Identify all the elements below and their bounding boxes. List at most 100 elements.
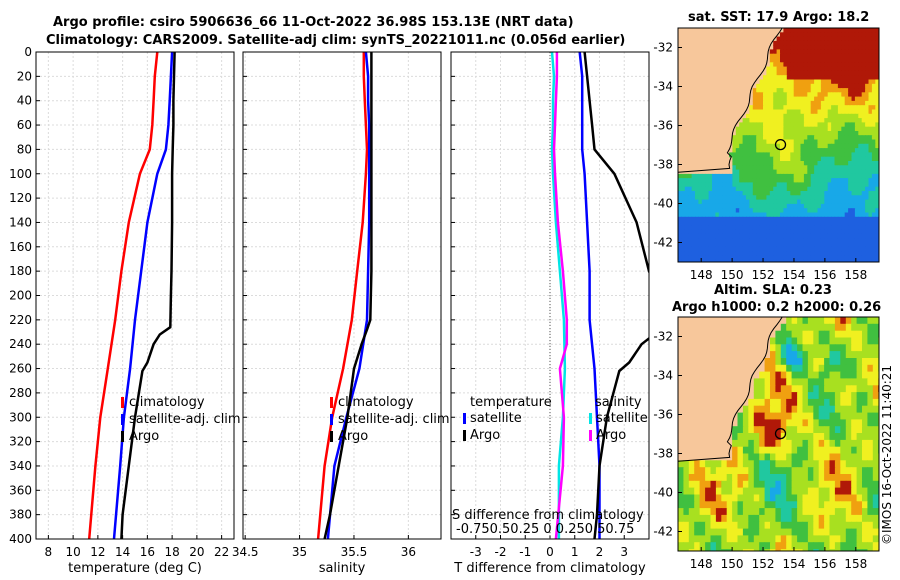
sst_map-cell (793, 242, 798, 248)
sst_map-cell (681, 242, 686, 248)
sst_map-cell (739, 173, 744, 179)
sst_map-panel: 148 150 152 154 156 158-32-34-36-38-40-42 (653, 27, 880, 282)
sla_map-cell (818, 412, 825, 420)
sla_map-cell (834, 528, 841, 536)
sla_map-cell (732, 426, 739, 434)
sst_map-cell (752, 135, 757, 141)
sst_map-cell (793, 118, 798, 123)
sst_map-cell (752, 161, 757, 166)
sst_map-cell (749, 131, 754, 136)
sla_map-cell (742, 419, 749, 427)
sst_map-cell (803, 173, 808, 179)
sst_map-cell (766, 156, 771, 162)
sst_map-cell (773, 156, 778, 162)
sst_map-cell (783, 40, 788, 46)
sst_map-cell (831, 173, 836, 179)
sla_map-cell (856, 514, 863, 523)
sst_map-cell (797, 203, 802, 209)
sst_map-cell (844, 92, 849, 98)
sla_map-cell (797, 487, 804, 495)
sst_map-cell (841, 242, 846, 248)
sst_map-cell (769, 122, 774, 128)
sst_map-cell (735, 216, 740, 222)
sst_map-cell (848, 208, 853, 214)
sst_map-cell (729, 229, 733, 235)
sst_map-cell (732, 165, 737, 171)
depth-tick-label: 200 (9, 289, 32, 303)
sst_map-cell (858, 225, 863, 231)
depth-tick-label: 260 (9, 362, 32, 376)
sst_map-cell (803, 233, 808, 239)
sst_map-cell (824, 229, 829, 235)
sst_map-cell (691, 203, 696, 209)
difference-xtick-label: -2 (495, 545, 507, 559)
sst_map-cell (844, 199, 849, 205)
sst_map-cell (803, 58, 808, 63)
sst_map-cell (831, 100, 836, 106)
sst_map-cell (824, 36, 829, 42)
sst_map-cell (851, 233, 856, 239)
sst_map-cell (783, 255, 788, 261)
sst_map-cell (820, 36, 825, 42)
sst_map-cell (814, 135, 819, 141)
sst_map-cell (759, 191, 764, 196)
sst_map-cell (861, 53, 866, 59)
sst_map-cell (800, 70, 805, 76)
sla_map-cell (748, 460, 755, 468)
sst_map-cell (851, 212, 856, 218)
sst_map-cell (783, 58, 788, 63)
sla_map-cell (807, 371, 814, 379)
temperature-panel: 8 10 12 14 16 18 20 220204060801001201401601802… (9, 45, 235, 576)
sst_map-cell (827, 40, 832, 46)
sst_map-cell (712, 259, 716, 262)
depth-tick-label: 300 (9, 410, 32, 424)
sst_map-cell (780, 178, 784, 183)
sst_map-cell (814, 70, 819, 76)
sst_map-cell (868, 92, 873, 98)
sst_map-cell (729, 212, 733, 218)
sla_map-cell (678, 460, 684, 468)
sst_map-cell (773, 233, 778, 239)
sla_map-cell (742, 542, 749, 550)
sla_map-cell (807, 398, 814, 407)
sst_map-cell (732, 212, 737, 218)
sst_map-cell (820, 152, 825, 158)
sla_map-cell (764, 487, 771, 495)
sst_map-cell (834, 152, 839, 158)
sst_map-cell (875, 156, 879, 162)
sst_map-cell (766, 229, 771, 235)
sla_map-cell (807, 480, 814, 489)
sst_map-cell (848, 199, 853, 205)
sst_map-cell (769, 143, 774, 149)
sst_map-cell (773, 152, 778, 158)
sst_map-cell (824, 148, 829, 153)
sla_map-cell (759, 521, 766, 530)
sla_map-cell (770, 521, 776, 530)
sst_map-cell (780, 32, 784, 38)
sla_map-cell (829, 351, 836, 359)
sst_map-cell (715, 242, 720, 248)
sst_map-cell (875, 131, 879, 136)
sst_map-cell (875, 182, 879, 188)
sst_map-cell (786, 156, 791, 162)
sst_map-cell (871, 229, 876, 235)
sst_map-cell (746, 229, 750, 235)
sst_map-cell (701, 195, 706, 201)
sst_map-cell (705, 229, 710, 235)
sst_map-cell (807, 221, 812, 226)
sst_map-cell (865, 75, 870, 81)
sst_map-cell (769, 62, 774, 68)
sla_map-cell (694, 487, 701, 495)
sst_map-cell (868, 242, 873, 248)
sla_map-cell (802, 398, 809, 407)
sst_map-cell (837, 53, 842, 59)
sst_map-cell (729, 203, 733, 209)
sla_map-cell (786, 467, 793, 475)
sla_map-cell (764, 364, 771, 373)
sla_map-cell (694, 501, 701, 509)
sla_map-cell (856, 330, 863, 339)
sla_map-cell (856, 535, 863, 543)
sst_map-cell (780, 88, 784, 93)
sst_map-cell (814, 195, 819, 201)
sst_map-cell (783, 152, 788, 158)
